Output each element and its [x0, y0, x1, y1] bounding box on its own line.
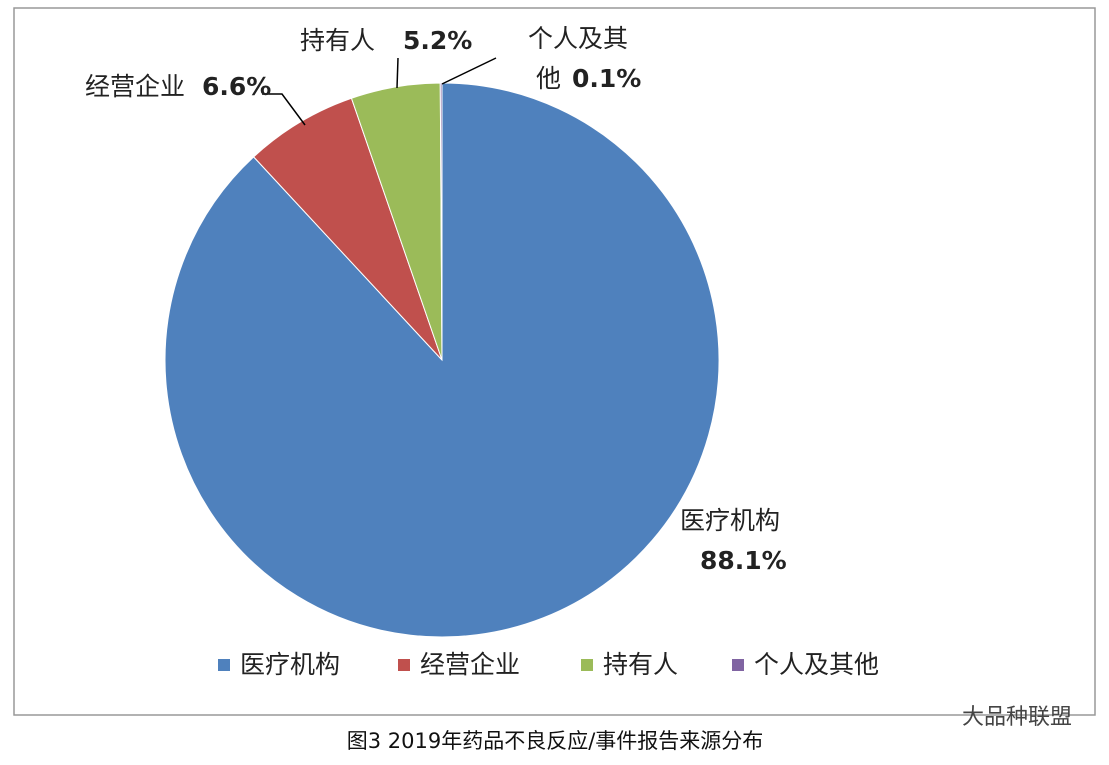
legend-label: 持有人 — [603, 650, 678, 679]
data-label-category: 持有人 — [300, 26, 375, 55]
legend-swatch — [581, 659, 593, 671]
legend-swatch — [218, 659, 230, 671]
data-label-value: 6.6% — [202, 72, 271, 101]
watermark: 大品种联盟 — [962, 705, 1072, 730]
legend-swatch — [398, 659, 410, 671]
data-label-value: 5.2% — [403, 26, 472, 55]
leader-line — [262, 93, 306, 126]
leader-line — [396, 57, 399, 89]
legend-label: 经营企业 — [420, 650, 520, 679]
data-label-category: 经营企业 — [85, 72, 185, 101]
data-label-category: 医疗机构 — [680, 506, 780, 535]
legend-swatch — [732, 659, 744, 671]
data-label-value: 88.1% — [700, 546, 787, 575]
legend-label: 医疗机构 — [240, 650, 340, 679]
data-label-value: 0.1% — [572, 64, 641, 93]
pie-slice — [439, 82, 443, 361]
pie-slice — [252, 97, 443, 361]
data-label-category: 个人及其他 — [528, 24, 628, 93]
caption: 图3 2019年药品不良反应/事件报告来源分布 — [347, 729, 764, 753]
leader-line — [441, 57, 497, 85]
legend-label: 个人及其他 — [754, 650, 879, 679]
